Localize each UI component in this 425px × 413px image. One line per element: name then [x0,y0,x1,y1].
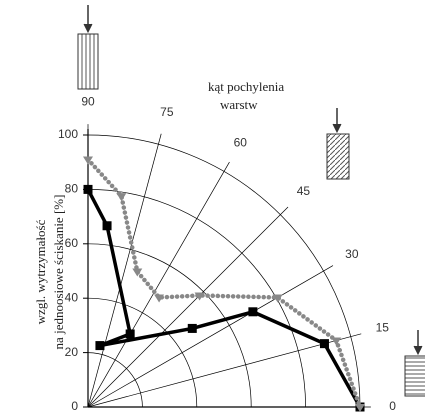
data-point [132,268,143,277]
data-point [116,193,127,202]
grid-ray [87,133,162,408]
angle-tick-label: 75 [160,105,174,119]
annotation: warstw [220,97,258,112]
series-line [86,187,362,409]
y-tick-label: 80 [65,182,79,196]
angle-tick-label: 60 [234,135,248,149]
data-point [102,221,112,231]
grid-ray [87,206,289,408]
data-point [319,339,329,349]
data-point [95,341,105,351]
y-tick-label: 40 [65,290,79,304]
y-tick-label: 20 [65,345,79,359]
y-tick-label: 0 [71,399,78,413]
grid-ray [87,161,230,408]
y-axis-title: na jednoosiowe ściskanie [%] [51,195,66,350]
sample-icons [77,5,425,397]
data-point [83,156,93,165]
angle-tick-label: 90 [81,95,95,109]
data-point [272,294,283,303]
y-tick-label: 60 [65,236,79,250]
angle-tick-label: 15 [376,320,390,334]
data-point [248,307,258,317]
data-point [154,294,165,303]
angle-tick-label: 45 [297,184,311,198]
data-point [194,292,205,301]
data-point [125,329,135,339]
series-line [85,157,363,410]
grid-ray [87,265,334,408]
data-point [187,323,197,333]
grid-ray [87,333,362,408]
y-axis-title: wzgl. wytrzymałość [33,219,48,324]
y-tick-label: 100 [58,127,78,141]
angle-tick-label: 0 [389,399,396,413]
data-point [355,404,365,412]
data-point [331,337,342,346]
data-point [83,184,93,194]
angle-tick-label: 30 [345,247,359,261]
annotation: kąt pochylenia [208,79,284,94]
